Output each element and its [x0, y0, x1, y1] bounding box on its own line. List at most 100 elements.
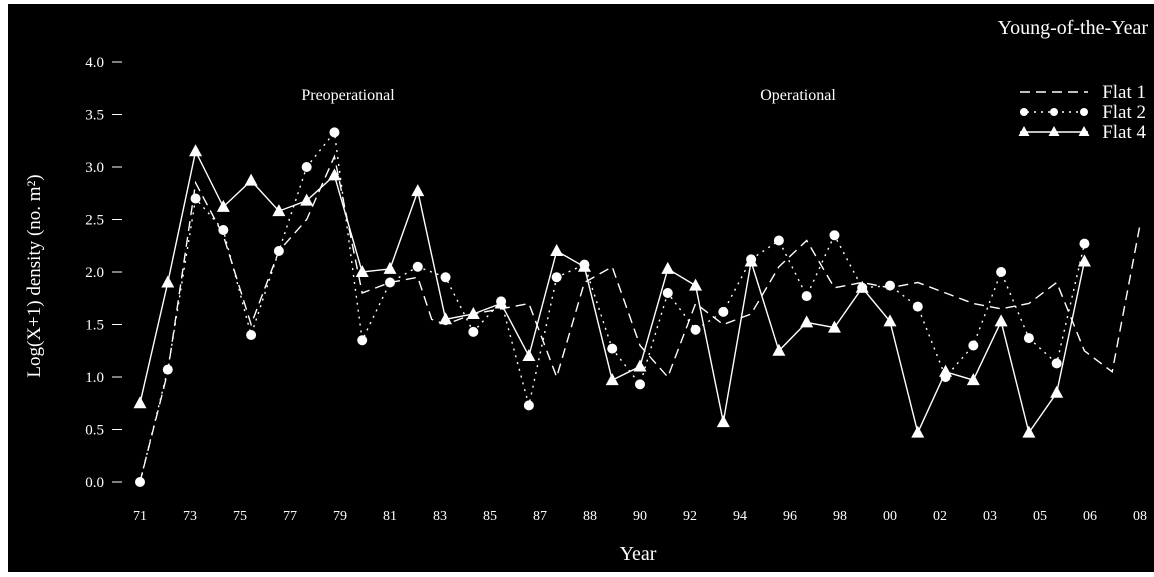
data-point-triangle: [216, 199, 230, 212]
data-point-circle: [523, 400, 534, 411]
series-line-1: [139, 154, 1141, 483]
y-tick-label: 4.0: [85, 55, 104, 71]
data-point-triangle: [439, 312, 453, 325]
x-tick-label: 87: [533, 509, 547, 524]
x-tick-label: 83: [433, 509, 447, 524]
x-tick-label: 92: [683, 509, 697, 524]
data-point-triangle: [689, 278, 703, 291]
data-point-triangle: [466, 307, 480, 319]
data-point-triangle: [189, 144, 203, 157]
x-tick-label: 96: [783, 509, 797, 524]
data-point-circle: [885, 280, 895, 291]
annotation-operational: Operational: [760, 87, 836, 104]
data-point-triangle: [661, 261, 675, 274]
x-tick-label: 08: [1133, 509, 1147, 524]
data-point-triangle: [300, 193, 314, 206]
data-point-triangle: [1050, 385, 1064, 398]
data-point-circle: [801, 291, 812, 302]
legend-marker-triangle: [1018, 126, 1030, 136]
x-tick-label: 88: [583, 509, 597, 524]
data-point-circle: [440, 272, 451, 283]
y-tick-group: 0.0 0.5 1.0 1.5 2.0 2.5 3.0 3.5 4.0: [85, 55, 122, 491]
data-point-circle: [273, 246, 284, 256]
data-point-triangle: [966, 373, 980, 386]
data-point-circle: [607, 343, 618, 354]
y-tick-label: 3.0: [85, 160, 104, 176]
data-point-circle: [662, 288, 673, 298]
chart-title: Young-of-the-Year: [998, 17, 1149, 39]
data-point-circle: [385, 277, 395, 288]
data-point-triangle: [605, 373, 619, 386]
data-point-triangle: [522, 349, 536, 361]
data-point-circle: [1023, 333, 1034, 344]
data-point-triangle: [800, 315, 814, 328]
y-tick-label: 3.5: [85, 108, 104, 124]
legend-marker-triangle: [1078, 126, 1090, 136]
data-point-triangle: [1077, 254, 1091, 267]
x-tick-label: 03: [983, 509, 997, 524]
y-tick-label: 2.5: [85, 213, 104, 229]
data-point-circle: [1051, 358, 1062, 369]
x-tick-label: 85: [483, 509, 497, 524]
legend-label: Flat 2: [1102, 102, 1146, 123]
legend-label: Flat 1: [1102, 82, 1146, 103]
data-point-triangle: [161, 275, 175, 288]
x-tick-group: 71 73 75 77 79 81 83 85 87 88 90 92 94 96 98 00 02 03 05 06…: [133, 509, 1147, 524]
data-point-circle: [468, 326, 479, 337]
x-axis-label: Year: [620, 543, 657, 565]
x-tick-label: 79: [333, 509, 347, 524]
data-point-triangle: [355, 265, 369, 277]
x-tick-label: 71: [133, 509, 147, 524]
data-point-circle: [690, 324, 701, 335]
data-point-triangle: [577, 259, 591, 272]
data-point-triangle: [939, 364, 953, 377]
data-point-circle: [357, 335, 368, 346]
data-point-triangle: [883, 314, 897, 327]
data-point-circle: [412, 261, 423, 272]
y-axis-label: Log(X+1) density (no. m²): [24, 174, 45, 377]
y-tick-label: 0.5: [85, 423, 104, 439]
data-point-triangle: [744, 254, 758, 267]
data-point-triangle: [855, 280, 869, 293]
data-point-triangle: [272, 204, 286, 217]
data-point-triangle: [411, 184, 425, 197]
series-line-2: [139, 130, 1086, 483]
x-tick-label: 00: [883, 509, 897, 524]
data-point-circle: [218, 225, 229, 235]
x-tick-label: 02: [933, 509, 947, 524]
data-point-circle: [190, 193, 201, 204]
data-point-triangle: [133, 396, 147, 409]
chart-svg: Young-of-the-Year Log(X+1) density (no. …: [24, 17, 1149, 565]
data-point-circle: [773, 235, 784, 246]
annotation-preoperational: Preoperational: [301, 87, 395, 104]
data-point-triangle: [827, 320, 841, 333]
data-point-triangle: [327, 168, 341, 181]
data-point-circle: [135, 477, 145, 487]
data-point-triangle: [1022, 425, 1036, 438]
data-point-triangle: [383, 261, 397, 274]
data-point-circle: [162, 364, 173, 375]
data-point-circle: [912, 301, 923, 312]
chart-panel: Young-of-the-Year Log(X+1) density (no. …: [8, 4, 1154, 572]
x-tick-label: 73: [183, 509, 197, 524]
data-point-triangle: [633, 359, 647, 372]
series-layer: [133, 127, 1141, 487]
data-point-circle: [829, 230, 840, 241]
data-point-circle: [968, 340, 979, 351]
x-tick-label: 77: [283, 509, 297, 524]
data-point-circle: [329, 127, 340, 138]
data-point-triangle: [716, 415, 730, 428]
data-point-triangle: [772, 343, 786, 356]
data-point-circle: [246, 330, 257, 340]
x-tick-label: 90: [633, 509, 647, 524]
data-point-circle: [551, 272, 562, 283]
series-line-3: [139, 149, 1086, 435]
x-tick-label: 75: [233, 509, 247, 524]
x-tick-label: 81: [383, 509, 397, 524]
x-tick-label: 98: [833, 509, 847, 524]
data-point-triangle: [550, 244, 564, 256]
y-tick-label: 2.0: [85, 265, 104, 281]
data-point-circle: [635, 379, 645, 390]
data-point-circle: [1079, 238, 1090, 249]
